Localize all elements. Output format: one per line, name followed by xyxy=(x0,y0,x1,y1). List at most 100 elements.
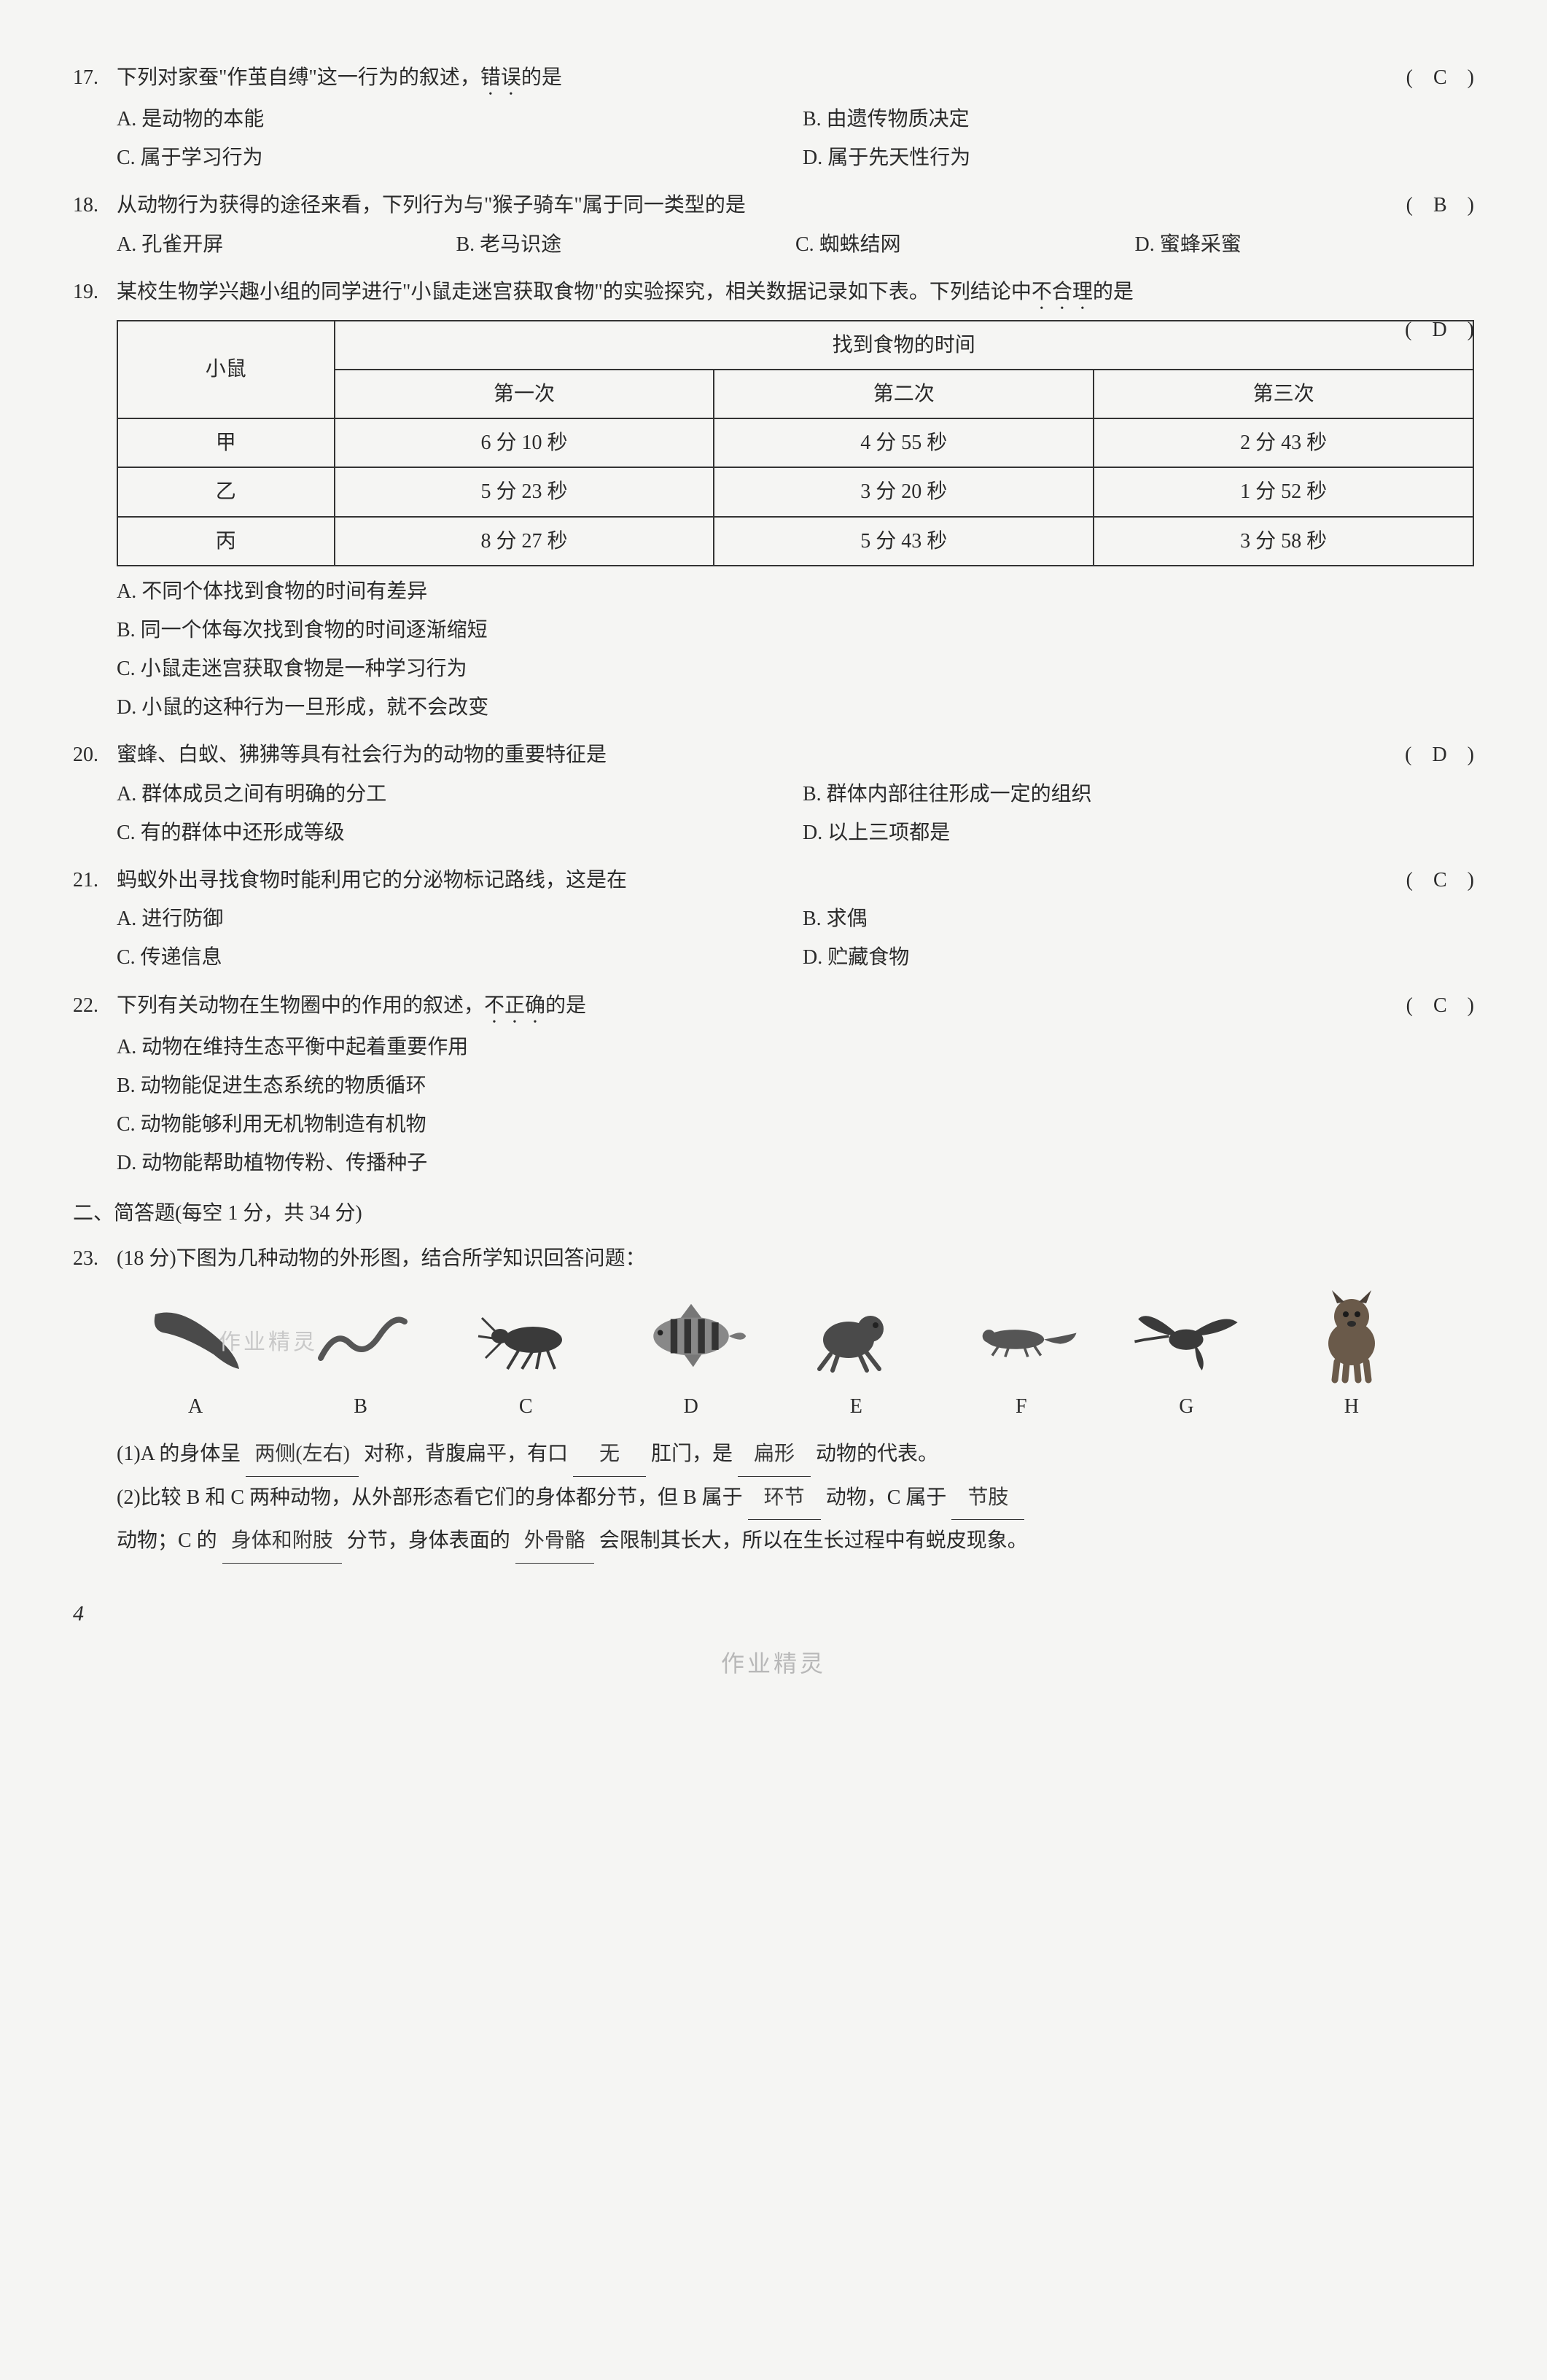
table-cell: 4 分 55 秒 xyxy=(714,418,1094,467)
table-header-mouse: 小鼠 xyxy=(117,321,335,418)
table-cell: 甲 xyxy=(117,418,335,467)
q20-option-a: A. 群体成员之间有明确的分工 xyxy=(117,775,788,814)
q23-sub1: (1)A 的身体呈 两侧(左右) 对称，背腹扁平，有口 无 肛门，是 扁形 动物… xyxy=(117,1433,1474,1477)
watermark-icon: 作业精灵 xyxy=(219,1322,318,1363)
q18-option-a: A. 孔雀开屏 xyxy=(117,225,456,264)
animal-label-d: D xyxy=(684,1387,698,1426)
q22-stem: 下列有关动物在生物圈中的作用的叙述，不正确的是 xyxy=(117,986,1474,1028)
q20-option-d: D. 以上三项都是 xyxy=(803,814,1474,852)
page-number: 4 xyxy=(73,1593,1474,1634)
animal-label-e: E xyxy=(850,1387,862,1426)
q23-sub1-blank2: 无 xyxy=(573,1433,646,1477)
table-subheader-2: 第二次 xyxy=(714,370,1094,418)
q21-answer-letter: C xyxy=(1433,869,1447,891)
animal-item-f: F xyxy=(943,1292,1100,1426)
q17-number: 17. xyxy=(73,58,117,97)
animal-label-b: B xyxy=(354,1387,367,1426)
q21-option-d: D. 贮藏食物 xyxy=(803,938,1474,977)
question-21: 21. 蚂蚁外出寻找食物时能利用它的分泌物标记路线，这是在 ( C ) A. 进… xyxy=(73,861,1474,978)
q23-sub2-mid1: 动物，C 属于 xyxy=(826,1486,947,1509)
q23-sub2-blank1: 环节 xyxy=(748,1477,821,1521)
table-row: 乙 5 分 23 秒 3 分 20 秒 1 分 52 秒 xyxy=(117,467,1473,516)
question-23: 23. (18 分)下图为几种动物的外形图，结合所学知识回答问题： 作业精灵 A… xyxy=(73,1239,1474,1564)
table-cell: 乙 xyxy=(117,467,335,516)
q23-sub1-prefix: (1)A 的身体呈 xyxy=(117,1443,241,1465)
q23-sub1-blank1: 两侧(左右) xyxy=(246,1433,359,1477)
q22-option-b: B. 动物能促进生态系统的物质循环 xyxy=(117,1066,1474,1105)
table-cell: 8 分 27 秒 xyxy=(335,517,714,566)
q17-answer: ( C ) xyxy=(1406,58,1474,97)
question-22: 22. 下列有关动物在生物圈中的作用的叙述，不正确的是 ( C ) A. 动物在… xyxy=(73,986,1474,1183)
q21-stem: 蚂蚁外出寻找食物时能利用它的分泌物标记路线，这是在 xyxy=(117,861,1474,900)
animal-label-a: A xyxy=(188,1387,203,1426)
animal-item-h: H xyxy=(1273,1292,1430,1426)
question-20: 20. 蜜蜂、白蚁、狒狒等具有社会行为的动物的重要特征是 ( D ) A. 群体… xyxy=(73,736,1474,852)
q21-option-a: A. 进行防御 xyxy=(117,900,788,938)
q23-number: 23. xyxy=(73,1239,117,1278)
question-18: 18. 从动物行为获得的途径来看，下列行为与"猴子骑车"属于同一类型的是 ( B… xyxy=(73,186,1474,263)
section-2-header: 二、简答题(每空 1 分，共 34 分) xyxy=(73,1194,1474,1233)
q21-option-c: C. 传递信息 xyxy=(117,938,788,977)
animal-g-icon xyxy=(1128,1292,1244,1380)
q23-sub2-blank3: 身体和附肢 xyxy=(222,1520,342,1564)
q21-option-b: B. 求偶 xyxy=(803,900,1474,938)
question-17: 17. 下列对家蚕"作茧自缚"这一行为的叙述，错误的是 ( C ) A. 是动物… xyxy=(73,58,1474,177)
q22-answer-letter: C xyxy=(1433,994,1447,1017)
q19-number: 19. xyxy=(73,273,117,311)
table-row: 甲 6 分 10 秒 4 分 55 秒 2 分 43 秒 xyxy=(117,418,1473,467)
q23-sub2-line2-prefix: 动物；C 的 xyxy=(117,1529,217,1552)
q19-stem-em: 不合理 xyxy=(1032,281,1093,303)
table-header-time: 找到食物的时间 xyxy=(335,321,1473,370)
animal-h-icon xyxy=(1293,1292,1410,1380)
q17-option-d: D. 属于先天性行为 xyxy=(803,138,1474,177)
animal-label-c: C xyxy=(519,1387,533,1426)
q22-stem-em: 不正确 xyxy=(484,994,545,1017)
q23-sub2: (2)比较 B 和 C 两种动物，从外部形态看它们的身体都分节，但 B 属于 环… xyxy=(117,1477,1474,1564)
q19-option-b: B. 同一个体每次找到食物的时间逐渐缩短 xyxy=(117,611,1474,649)
animal-item-d: D xyxy=(612,1292,770,1426)
q20-option-b: B. 群体内部往往形成一定的组织 xyxy=(803,775,1474,814)
q23-sub2-tail: 会限制其长大，所以在生长过程中有蜕皮现象。 xyxy=(599,1529,1028,1552)
q18-answer: ( B ) xyxy=(1406,186,1474,225)
q22-option-a: A. 动物在维持生态平衡中起着重要作用 xyxy=(117,1028,1474,1066)
q22-option-c: C. 动物能够利用无机物制造有机物 xyxy=(117,1105,1474,1144)
animal-item-g: G xyxy=(1107,1292,1265,1426)
q21-answer: ( C ) xyxy=(1406,861,1474,900)
q23-sub1-mid2: 肛门，是 xyxy=(651,1443,733,1465)
q20-answer-letter: D xyxy=(1432,744,1446,766)
animal-b-icon xyxy=(303,1292,419,1380)
q23-sub2-blank4: 外骨骼 xyxy=(515,1520,594,1564)
q18-stem: 从动物行为获得的途径来看，下列行为与"猴子骑车"属于同一类型的是 xyxy=(117,186,1474,225)
animal-label-g: G xyxy=(1179,1387,1193,1426)
animal-item-c: C xyxy=(447,1292,604,1426)
q18-option-c: C. 蜘蛛结网 xyxy=(795,225,1135,264)
q17-stem-tail: 的是 xyxy=(521,66,562,89)
q19-stem: 某校生物学兴趣小组的同学进行"小鼠走迷宫获取食物"的实验探究，相关数据记录如下表… xyxy=(117,273,1474,314)
table-row: 丙 8 分 27 秒 5 分 43 秒 3 分 58 秒 xyxy=(117,517,1473,566)
animal-e-icon xyxy=(798,1292,914,1380)
q17-stem-part1: 下列对家蚕"作茧自缚"这一行为的叙述， xyxy=(117,66,480,89)
q20-stem: 蜜蜂、白蚁、狒狒等具有社会行为的动物的重要特征是 xyxy=(117,736,1474,774)
table-subheader-1: 第一次 xyxy=(335,370,714,418)
q23-sub1-tail: 动物的代表。 xyxy=(816,1443,938,1465)
table-cell: 3 分 58 秒 xyxy=(1094,517,1473,566)
watermark-icon: 作业精灵 xyxy=(73,1642,1474,1686)
q23-sub1-mid1: 对称，背腹扁平，有口 xyxy=(364,1443,568,1465)
table-cell: 2 分 43 秒 xyxy=(1094,418,1473,467)
q17-option-c: C. 属于学习行为 xyxy=(117,138,788,177)
q18-number: 18. xyxy=(73,186,117,225)
q22-number: 22. xyxy=(73,986,117,1025)
q22-stem-tail: 的是 xyxy=(545,994,586,1017)
q21-number: 21. xyxy=(73,861,117,900)
q17-answer-letter: C xyxy=(1433,66,1447,89)
table-cell: 丙 xyxy=(117,517,335,566)
q19-option-d: D. 小鼠的这种行为一旦形成，就不会改变 xyxy=(117,688,1474,727)
q19-stem-part1: 某校生物学兴趣小组的同学进行"小鼠走迷宫获取食物"的实验探究，相关数据记录如下表… xyxy=(117,281,1032,303)
q17-stem: 下列对家蚕"作茧自缚"这一行为的叙述，错误的是 xyxy=(117,58,1474,100)
q19-table: 小鼠 找到食物的时间 第一次 第二次 第三次 甲 6 分 10 秒 4 分 55… xyxy=(117,320,1474,566)
animal-images-row: 作业精灵 A B C D xyxy=(117,1292,1430,1426)
table-cell: 5 分 43 秒 xyxy=(714,517,1094,566)
animal-label-f: F xyxy=(1016,1387,1027,1426)
q19-option-a: A. 不同个体找到食物的时间有差异 xyxy=(117,572,1474,611)
q23-stem: (18 分)下图为几种动物的外形图，结合所学知识回答问题： xyxy=(117,1239,1474,1278)
